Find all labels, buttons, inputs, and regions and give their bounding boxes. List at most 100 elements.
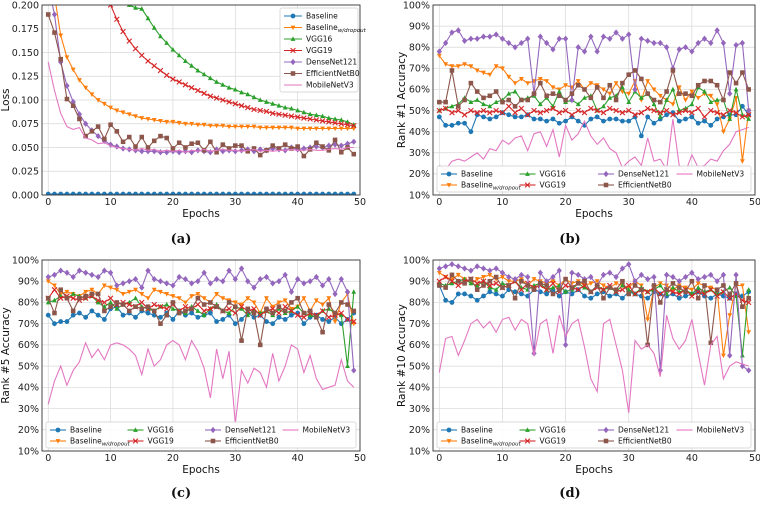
- data-point-vgg19: [442, 274, 449, 280]
- data-point-baseline: [531, 116, 537, 122]
- data-point-baseline-w-dropout: [563, 83, 568, 88]
- data-point-efficientnetb0: [519, 278, 524, 284]
- data-point-efficientnetb0: [314, 315, 319, 320]
- data-point-baseline: [89, 308, 95, 314]
- data-point-densenet121: [139, 284, 145, 291]
- data-point-densenet121: [170, 282, 176, 289]
- data-point-vgg16: [114, 306, 120, 311]
- data-point-baseline: [594, 291, 600, 297]
- data-point-vgg19: [288, 113, 295, 119]
- data-point-vgg16: [257, 97, 263, 102]
- data-point-vgg19: [474, 280, 480, 287]
- legend-marker: [290, 25, 296, 31]
- data-point-densenet121: [107, 269, 114, 276]
- data-point-baseline-w-dropout: [689, 89, 695, 95]
- data-point-vgg19: [338, 310, 345, 316]
- data-point-baseline: [133, 191, 138, 195]
- data-point-baseline-w-dropout: [189, 294, 195, 299]
- data-point-baseline-w-dropout: [436, 53, 442, 59]
- data-point-vgg19: [632, 111, 638, 118]
- data-point-densenet121: [525, 273, 531, 281]
- data-point-efficientnetb0: [714, 287, 720, 292]
- data-point-baseline-w-dropout: [714, 102, 720, 107]
- data-point-efficientnetb0: [226, 300, 232, 305]
- data-point-efficientnetb0: [276, 304, 282, 309]
- y-tick-label: 80%: [409, 298, 430, 309]
- data-point-baseline-w-dropout: [307, 126, 313, 132]
- data-point-efficientnetb0: [449, 272, 455, 278]
- data-point-efficientnetb0: [575, 281, 581, 286]
- data-point-baseline-w-dropout: [89, 92, 95, 97]
- data-point-baseline: [64, 319, 70, 324]
- data-point-baseline-w-dropout: [114, 287, 120, 293]
- data-point-densenet121: [449, 29, 455, 36]
- data-point-vgg19: [442, 105, 449, 112]
- legend-label-5: EfficientNetB0: [618, 437, 672, 446]
- data-point-efficientnetb0: [727, 70, 733, 75]
- data-point-densenet121: [695, 275, 701, 283]
- data-point-densenet121: [537, 33, 543, 40]
- data-point-densenet121: [288, 288, 295, 295]
- legend-label-2: VGG16: [540, 170, 567, 179]
- data-point-efficientnetb0: [676, 91, 682, 96]
- data-point-vgg19: [226, 99, 232, 105]
- data-point-baseline-w-dropout: [351, 126, 357, 132]
- data-point-efficientnetb0: [276, 146, 282, 151]
- data-point-densenet121: [468, 35, 474, 42]
- data-point-baseline: [702, 118, 707, 124]
- data-point-vgg16: [245, 91, 251, 97]
- data-point-vgg16: [449, 280, 455, 286]
- data-point-vgg16: [601, 103, 606, 109]
- data-point-baseline-w-dropout: [481, 70, 486, 76]
- data-point-efficientnetb0: [512, 104, 518, 109]
- data-point-densenet121: [207, 149, 213, 156]
- data-point-efficientnetb0: [70, 103, 76, 108]
- data-point-efficientnetb0: [582, 278, 587, 284]
- data-point-vgg16: [670, 86, 676, 92]
- data-point-efficientnetb0: [89, 129, 95, 134]
- data-point-baseline: [58, 319, 64, 324]
- data-point-baseline: [518, 291, 524, 297]
- data-point-baseline: [289, 191, 294, 195]
- data-point-baseline-w-dropout: [689, 287, 695, 293]
- data-point-efficientnetb0: [462, 97, 467, 103]
- legend-marker: [210, 426, 216, 434]
- data-point-efficientnetb0: [77, 116, 82, 122]
- data-point-densenet121: [295, 275, 301, 283]
- data-point-efficientnetb0: [183, 308, 188, 314]
- data-point-baseline-w-dropout: [276, 125, 282, 131]
- data-point-baseline-w-dropout: [264, 125, 269, 131]
- data-point-densenet121: [301, 280, 307, 287]
- legend-marker: [55, 439, 61, 444]
- data-point-densenet121: [562, 341, 569, 349]
- data-point-efficientnetb0: [320, 144, 325, 149]
- data-point-vgg16: [714, 97, 720, 102]
- data-point-densenet121: [746, 107, 752, 114]
- data-point-efficientnetb0: [145, 304, 151, 309]
- data-point-densenet121: [480, 265, 487, 272]
- data-point-baseline-w-dropout: [613, 281, 619, 286]
- y-tick-label: 100%: [12, 255, 39, 266]
- data-point-baseline: [257, 191, 263, 195]
- data-point-baseline: [607, 116, 613, 122]
- data-point-baseline: [101, 191, 107, 195]
- legend-label-0: Baseline: [306, 12, 338, 21]
- data-point-densenet121: [232, 275, 238, 283]
- data-point-densenet121: [739, 39, 746, 47]
- data-point-baseline-w-dropout: [189, 121, 195, 127]
- data-point-efficientnetb0: [270, 310, 275, 316]
- data-point-vgg16: [121, 0, 126, 2]
- data-point-baseline-w-dropout: [183, 300, 188, 306]
- data-point-vgg16: [626, 99, 632, 105]
- data-point-vgg16: [468, 280, 474, 286]
- data-point-baseline-w-dropout: [651, 87, 657, 93]
- data-point-vgg19: [588, 105, 594, 112]
- data-point-efficientnetb0: [733, 281, 739, 286]
- x-tick-label: 0: [45, 453, 51, 464]
- data-point-baseline: [207, 191, 213, 195]
- data-point-baseline: [512, 114, 518, 120]
- data-point-baseline: [588, 295, 594, 301]
- data-point-baseline-w-dropout: [282, 298, 288, 303]
- data-point-vgg19: [163, 72, 170, 79]
